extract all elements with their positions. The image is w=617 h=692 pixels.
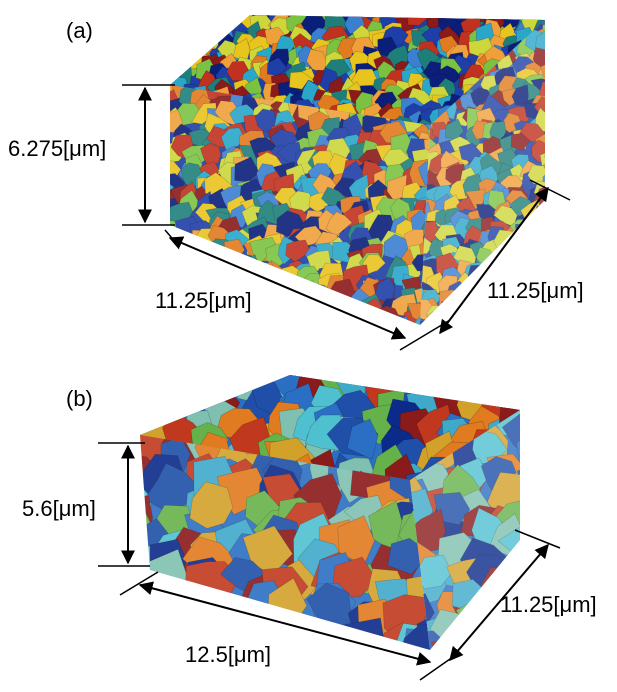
- panel-label: (a): [66, 18, 93, 43]
- length-label: 11.25[μm]: [155, 288, 252, 313]
- extension-line: [400, 320, 450, 350]
- extension-line: [515, 530, 560, 548]
- extension-line: [165, 230, 178, 245]
- length-label: 12.5[μm]: [185, 642, 271, 667]
- panel-label: (b): [66, 386, 93, 411]
- depth-label: 11.25[μm]: [487, 278, 584, 303]
- depth-label: 11.25[μm]: [500, 592, 597, 617]
- height-label: 5.6[μm]: [22, 496, 96, 521]
- figure: (a) 6.275[μm] 11.25[μm] 11.25[μm] (b) 5.…: [0, 0, 617, 692]
- microstructure: [91, 0, 578, 692]
- extension-line: [120, 572, 158, 595]
- height-label: 6.275[μm]: [8, 136, 106, 161]
